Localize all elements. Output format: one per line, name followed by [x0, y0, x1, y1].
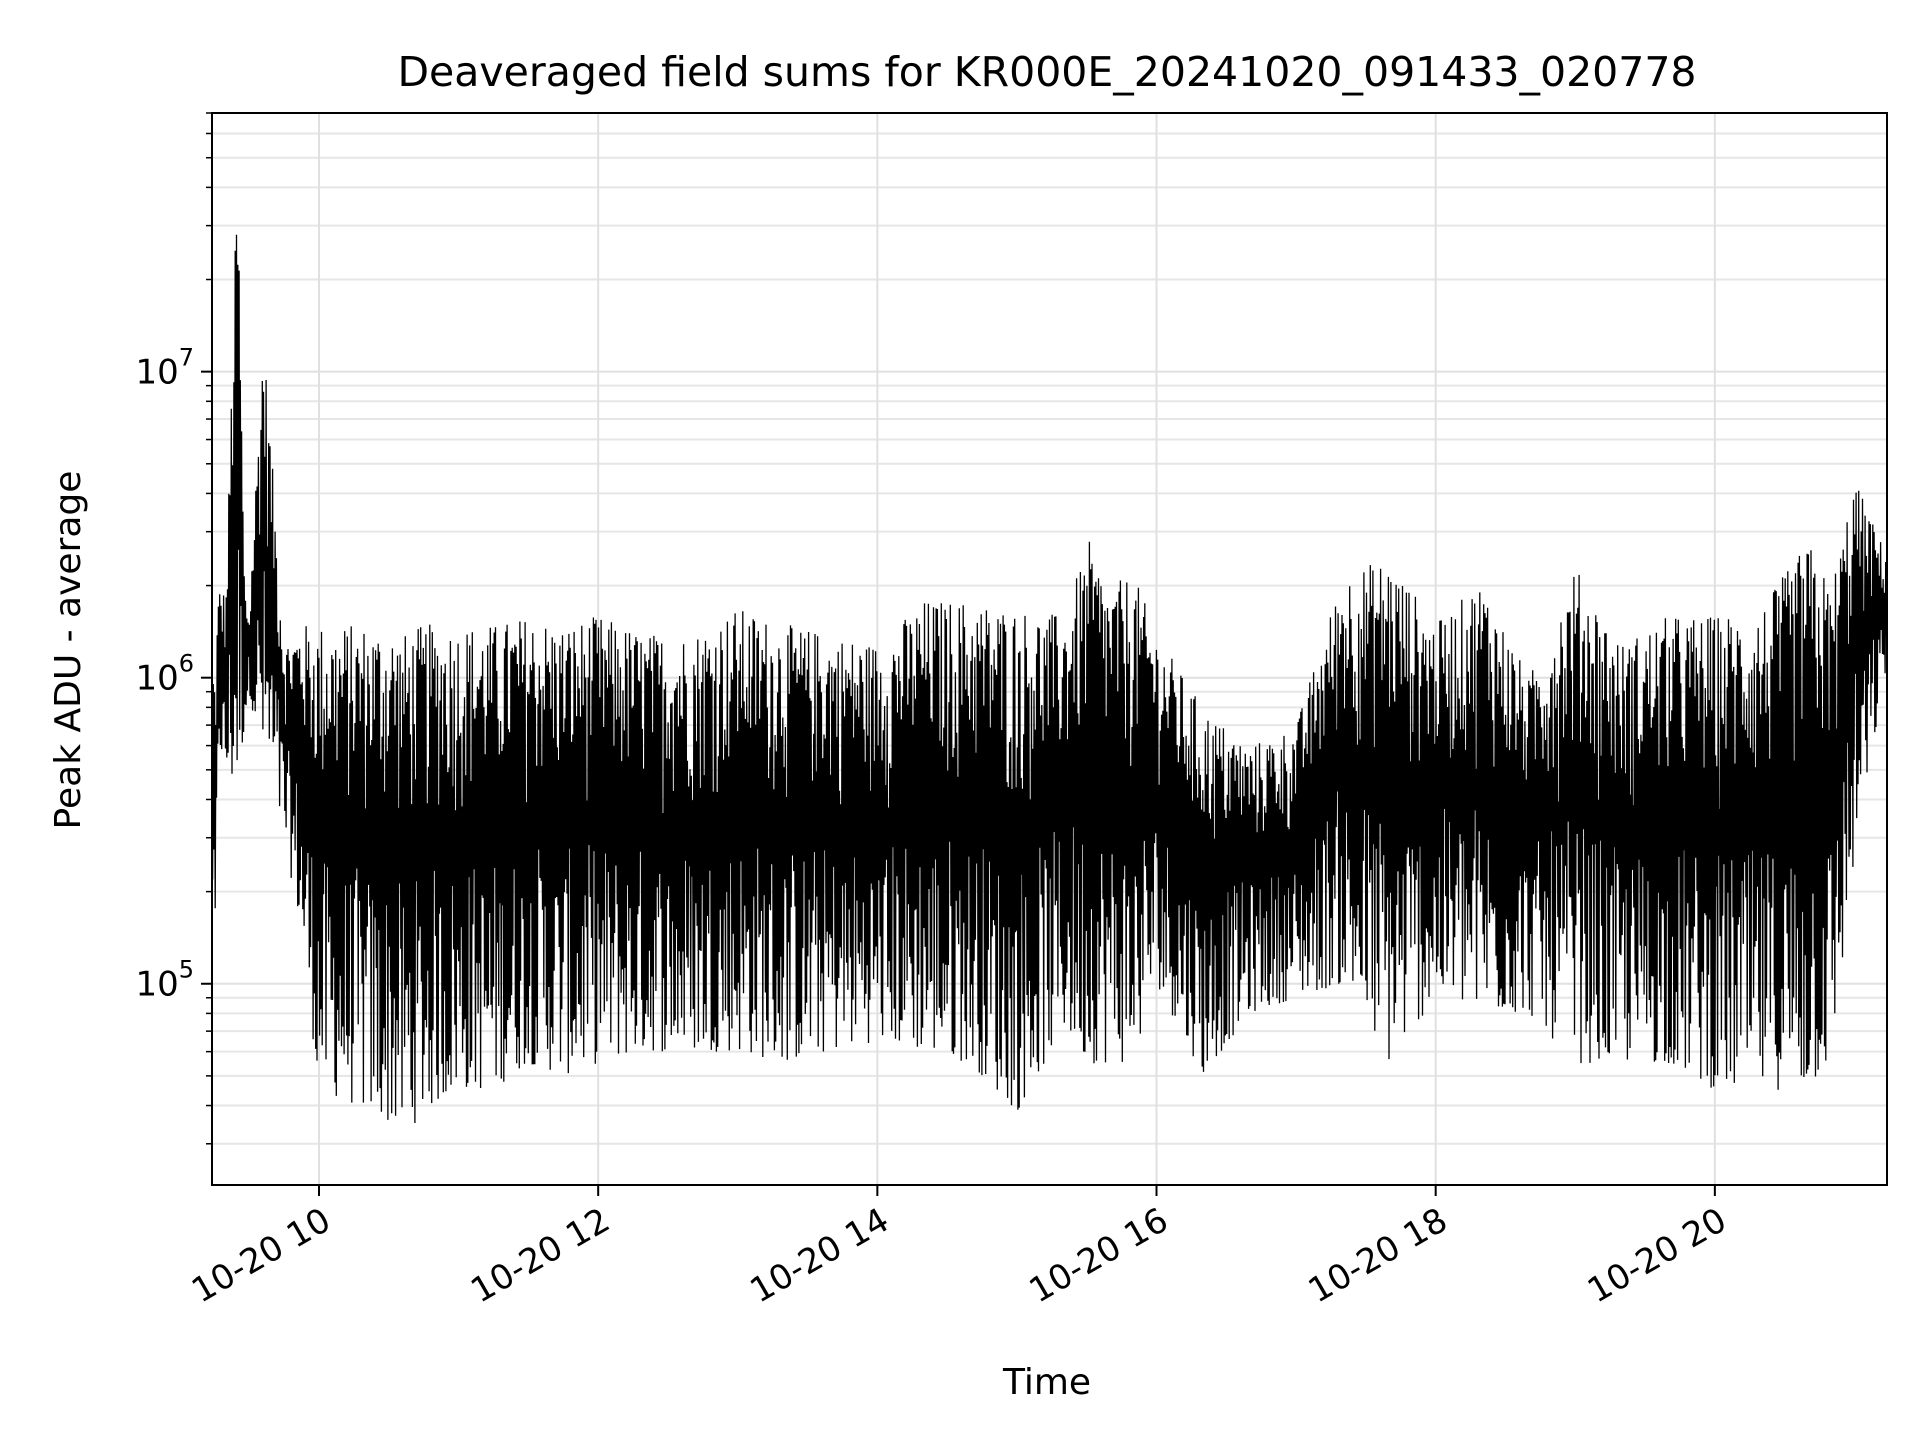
y-tick-label: 106 [135, 650, 194, 699]
chart-title: Deaveraged field sums for KR000E_2024102… [397, 48, 1696, 96]
y-tick-label: 105 [135, 956, 194, 1005]
series-line [211, 234, 1888, 1124]
plot-frame [211, 112, 1888, 1186]
y-axis: 105 106 107 [135, 112, 212, 1145]
y-axis-label: Peak ADU - average [48, 471, 89, 830]
x-axis-label: Time [1002, 1362, 1091, 1403]
data-line [211, 234, 1888, 1124]
y-tick-label: 107 [135, 344, 194, 393]
